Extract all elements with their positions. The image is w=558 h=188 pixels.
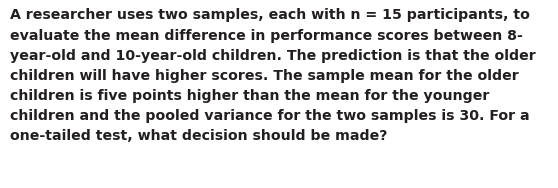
Text: A researcher uses two samples, each with n = 15 participants, to
evaluate the me: A researcher uses two samples, each with… — [10, 8, 536, 143]
